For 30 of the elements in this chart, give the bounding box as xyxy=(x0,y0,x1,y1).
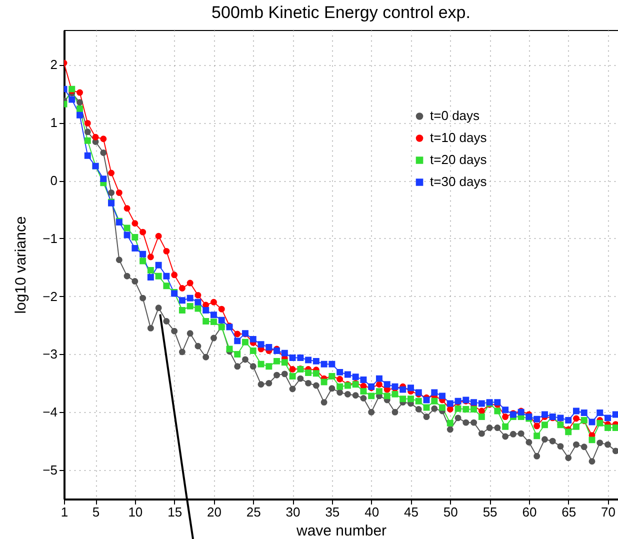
x-tick-label: 60 xyxy=(522,504,537,520)
x-tick-label: 5 xyxy=(92,504,100,520)
y-tick-label: 1 xyxy=(50,115,58,130)
y-tick-label: −2 xyxy=(42,288,58,304)
legend-label: t=10 days xyxy=(430,130,488,146)
x-tick-label: 10 xyxy=(128,504,143,520)
x-tick-label: 65 xyxy=(562,504,576,520)
legend-label: t=20 days xyxy=(430,152,488,168)
x-tick-label: 50 xyxy=(443,504,458,520)
legend-label: t=30 days xyxy=(430,174,488,190)
y-tick-label: −3 xyxy=(42,346,58,362)
x-tick-label: 35 xyxy=(325,504,340,520)
chart-title: 500mb Kinetic Energy control exp. xyxy=(212,3,470,22)
x-axis-title: wave number xyxy=(295,522,387,539)
x-tick-label: 45 xyxy=(404,504,418,520)
x-tick-label: 15 xyxy=(168,504,182,520)
x-tick-label: 55 xyxy=(482,504,498,520)
y-tick-label: 0 xyxy=(50,173,58,188)
x-tick-label: 20 xyxy=(206,504,222,520)
y-tick-label: −5 xyxy=(42,462,58,478)
x-tick-label: 1 xyxy=(60,504,68,520)
y-axis-title: log10 variance xyxy=(12,216,30,314)
x-tick-label: 40 xyxy=(364,504,380,520)
x-tick-label: 70 xyxy=(601,504,616,520)
x-tick-label: 30 xyxy=(286,504,300,520)
x-tick-label: 25 xyxy=(246,504,261,520)
y-tick-label: −4 xyxy=(42,404,58,420)
legend-label: t=0 days xyxy=(430,108,480,124)
y-tick-label: −1 xyxy=(42,230,58,246)
y-tick-label: 2 xyxy=(50,57,58,72)
